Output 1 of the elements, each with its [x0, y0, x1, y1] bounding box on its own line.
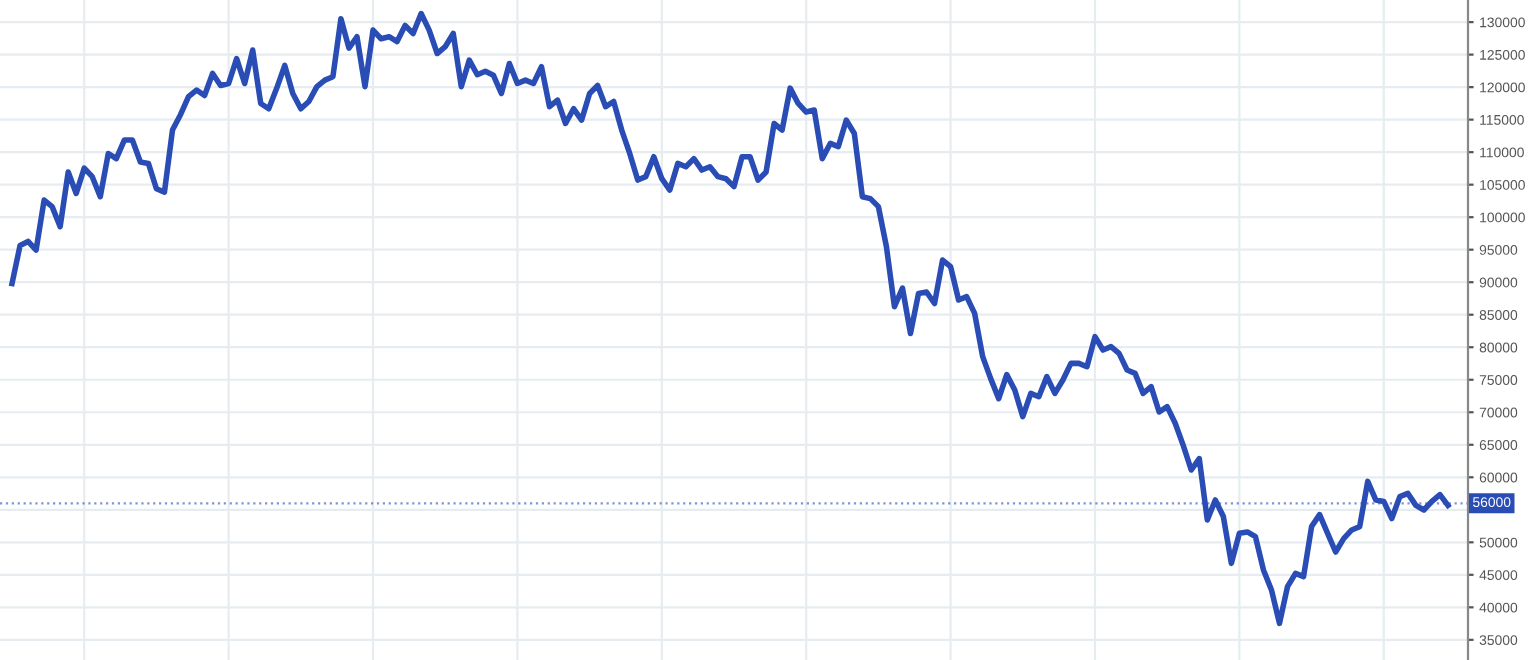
line-series: [9, 10, 1451, 627]
